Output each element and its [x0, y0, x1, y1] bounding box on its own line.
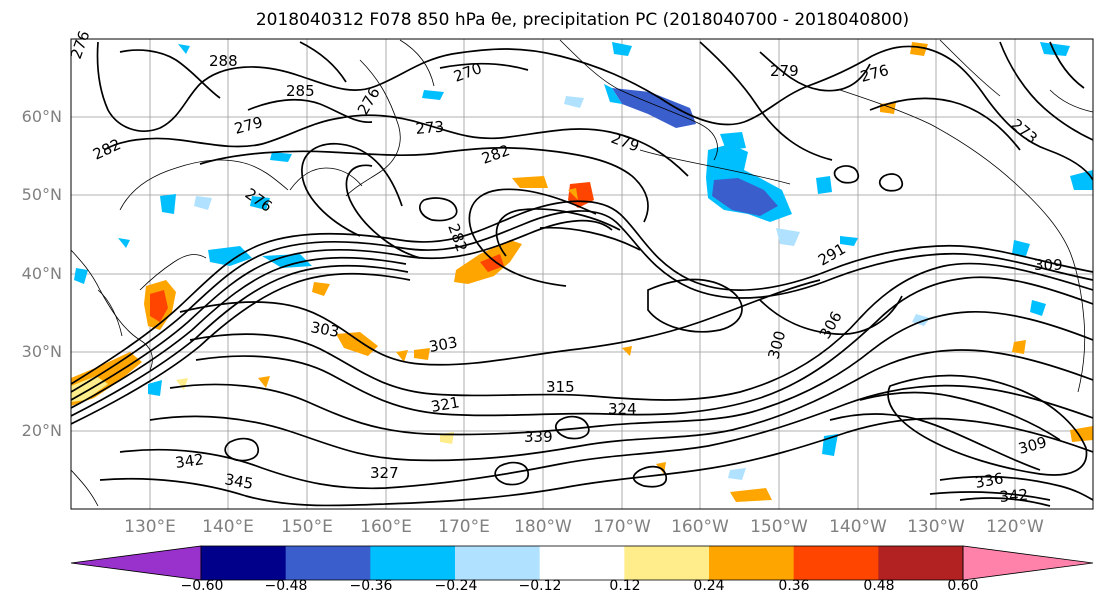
longitude-label: 180°W — [514, 517, 572, 537]
latitude-labels: 60°N 50°N 40°N 30°N 20°N — [22, 107, 62, 440]
longitude-label: 170°W — [593, 517, 651, 537]
longitude-label: 170°E — [438, 517, 490, 537]
latitude-label-20n: 20°N — [22, 421, 62, 440]
colorbar-segment — [370, 546, 456, 580]
contour-label: 273 — [415, 118, 445, 138]
contour-label: 342 — [999, 486, 1029, 506]
contour-label: 324 — [608, 400, 637, 418]
colorbar-tick-labels: −0.60 −0.48 −0.36 −0.24 −0.12 0.12 0.24 … — [181, 578, 979, 594]
contour-label: 288 — [209, 52, 238, 70]
contour-label: 327 — [370, 464, 399, 482]
longitude-label: 120°W — [986, 517, 1044, 537]
theta-e-contours — [71, 41, 1093, 507]
longitude-labels: 130°E 140°E 150°E 160°E 170°E 180°W 170°… — [124, 517, 1044, 537]
map-frame — [70, 38, 1094, 510]
contour-label: 309 — [1034, 256, 1063, 274]
contour-label: 303 — [428, 333, 459, 356]
latitude-label-50n: 50°N — [22, 185, 62, 204]
colorbar-segment — [201, 546, 287, 580]
colorbar-tick-label: 0.12 — [609, 578, 640, 594]
longitude-label: 130°E — [124, 517, 176, 537]
contour-label: 279 — [770, 62, 799, 80]
contour-label: 342 — [174, 450, 205, 472]
latitude-label-30n: 30°N — [22, 342, 62, 361]
colorbar-extend-high — [962, 545, 1094, 581]
colorbar-tick-label: 0.36 — [778, 578, 809, 594]
contour-label: 336 — [974, 469, 1005, 492]
latitude-label-60n: 60°N — [22, 107, 62, 126]
colorbar-segment — [285, 546, 371, 580]
longitude-label: 150°E — [281, 517, 333, 537]
map-panel — [71, 39, 1093, 509]
contour-label: 303 — [309, 318, 340, 341]
colorbar-tick-label: 0.60 — [947, 578, 978, 594]
longitude-label: 160°W — [671, 517, 729, 537]
colorbar-tick-label: 0.24 — [693, 578, 724, 594]
contour-label: 321 — [430, 393, 461, 416]
colorbar-extend-low — [70, 545, 202, 581]
longitude-label: 150°W — [750, 517, 808, 537]
colorbar-segment — [709, 546, 795, 580]
longitude-label: 140°E — [202, 517, 254, 537]
contour-label: 345 — [223, 470, 254, 493]
colorbar-segment — [455, 546, 541, 580]
colorbar-segment — [624, 546, 710, 580]
colorbar-tick-label: −0.48 — [265, 578, 308, 594]
colorbar-segment — [539, 546, 625, 580]
colorbar-tick-label: −0.12 — [519, 578, 562, 594]
contour-label: 315 — [546, 378, 575, 396]
colorbar — [70, 545, 1094, 581]
contour-label: 339 — [524, 428, 553, 446]
precipitation-shading — [71, 42, 1093, 502]
colorbar-segment — [793, 546, 879, 580]
longitude-label: 160°E — [360, 517, 412, 537]
colorbar-tick-label: −0.24 — [435, 578, 478, 594]
colorbar-tick-label: 0.48 — [863, 578, 894, 594]
latitude-label-40n: 40°N — [22, 264, 62, 283]
map-title: 2018040312 F078 850 hPa θe, precipitatio… — [255, 10, 910, 30]
longitude-label: 130°W — [907, 517, 965, 537]
contour-label: 285 — [286, 82, 315, 100]
coastlines — [71, 39, 1093, 507]
longitude-label: 140°W — [829, 517, 887, 537]
colorbar-tick-label: −0.60 — [181, 578, 224, 594]
colorbar-segment — [878, 546, 964, 580]
colorbar-outline — [200, 545, 964, 581]
colorbar-tick-label: −0.36 — [350, 578, 393, 594]
